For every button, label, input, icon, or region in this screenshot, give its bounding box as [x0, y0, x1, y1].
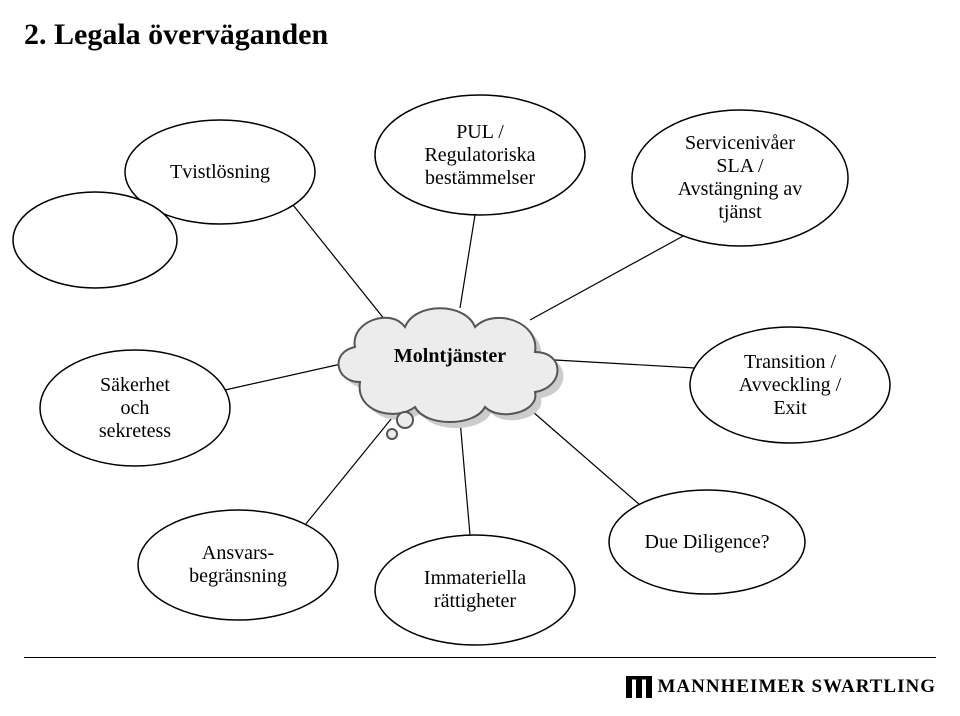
connector-service: [530, 235, 685, 320]
footer-logo-text: MANNHEIMER SWARTLING: [658, 676, 937, 698]
connector-sakerhet: [225, 362, 350, 390]
cloud-bubble-1-icon: [397, 412, 413, 428]
footer-rule: [24, 657, 936, 658]
node-label-service: Servicenivåer SLA / Avstängning av tjäns…: [632, 132, 848, 224]
node-label-ansvar: Ansvars- begränsning: [138, 542, 338, 588]
cloud-bubble-2-icon: [387, 429, 397, 439]
node-label-tvistlosning: Tvistlösning: [125, 161, 315, 184]
connector-ansvar: [305, 408, 400, 525]
connector-tvistlosning: [293, 205, 385, 320]
cloud-label: Molntjänster: [350, 345, 550, 368]
footer-logo: MANNHEIMER SWARTLING: [626, 676, 937, 698]
connector-duediligence: [525, 405, 640, 505]
node-label-duediligence: Due Diligence?: [609, 531, 805, 554]
node-label-immateriella: Immateriella rättigheter: [375, 567, 575, 613]
connector-immateriella: [460, 420, 470, 535]
logo-mark-icon: [626, 676, 652, 698]
node-label-sakerhet: Säkerhet och sekretess: [40, 374, 230, 443]
node-label-pul: PUL / Regulatoriska bestämmelser: [375, 121, 585, 190]
connector-pul: [460, 215, 475, 308]
node-blank1: [13, 192, 177, 288]
node-label-transition: Transition / Avveckling / Exit: [690, 351, 890, 420]
connector-transition: [555, 360, 695, 368]
